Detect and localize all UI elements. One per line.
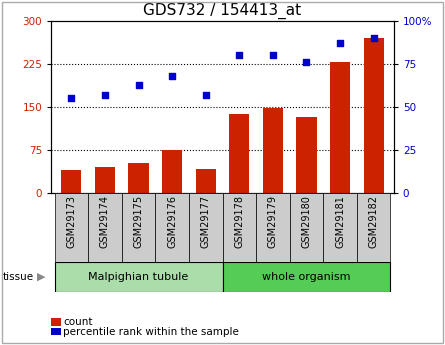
Text: GSM29177: GSM29177 — [201, 195, 210, 248]
Point — [202, 92, 209, 98]
Point — [303, 59, 310, 65]
Bar — [88, 193, 122, 262]
Text: GSM29182: GSM29182 — [368, 195, 379, 248]
Bar — [61, 170, 81, 193]
Bar — [122, 193, 155, 262]
Text: GSM29175: GSM29175 — [134, 195, 144, 248]
Bar — [222, 193, 256, 262]
Bar — [229, 114, 249, 193]
Text: count: count — [63, 317, 93, 327]
Bar — [155, 193, 189, 262]
Text: GSM29179: GSM29179 — [268, 195, 278, 248]
Point — [68, 96, 75, 101]
Text: percentile rank within the sample: percentile rank within the sample — [63, 327, 239, 336]
Bar — [189, 193, 222, 262]
Bar — [256, 193, 290, 262]
Point — [169, 73, 176, 79]
Point — [236, 52, 243, 58]
Bar — [196, 169, 216, 193]
Bar — [129, 163, 149, 193]
Bar — [296, 117, 316, 193]
Text: whole organism: whole organism — [262, 272, 351, 282]
Title: GDS732 / 154413_at: GDS732 / 154413_at — [143, 3, 302, 19]
Bar — [55, 262, 222, 292]
Text: GSM29181: GSM29181 — [335, 195, 345, 248]
Point — [336, 40, 344, 46]
Bar — [330, 62, 350, 193]
Bar — [323, 193, 357, 262]
Text: GSM29180: GSM29180 — [301, 195, 312, 248]
Bar — [95, 167, 115, 193]
Bar — [222, 262, 390, 292]
Text: GSM29173: GSM29173 — [66, 195, 77, 248]
Point — [135, 82, 142, 87]
Point — [101, 92, 109, 98]
Bar — [55, 193, 88, 262]
Text: GSM29176: GSM29176 — [167, 195, 177, 248]
Bar — [263, 108, 283, 193]
Bar — [290, 193, 323, 262]
Text: Malpighian tubule: Malpighian tubule — [89, 272, 189, 282]
Text: ▶: ▶ — [36, 272, 45, 282]
Text: GSM29178: GSM29178 — [235, 195, 244, 248]
Point — [269, 52, 276, 58]
Bar — [364, 38, 384, 193]
Bar — [357, 193, 390, 262]
Bar — [162, 150, 182, 193]
Point — [370, 35, 377, 41]
Text: GSM29174: GSM29174 — [100, 195, 110, 248]
Text: tissue: tissue — [2, 272, 33, 282]
